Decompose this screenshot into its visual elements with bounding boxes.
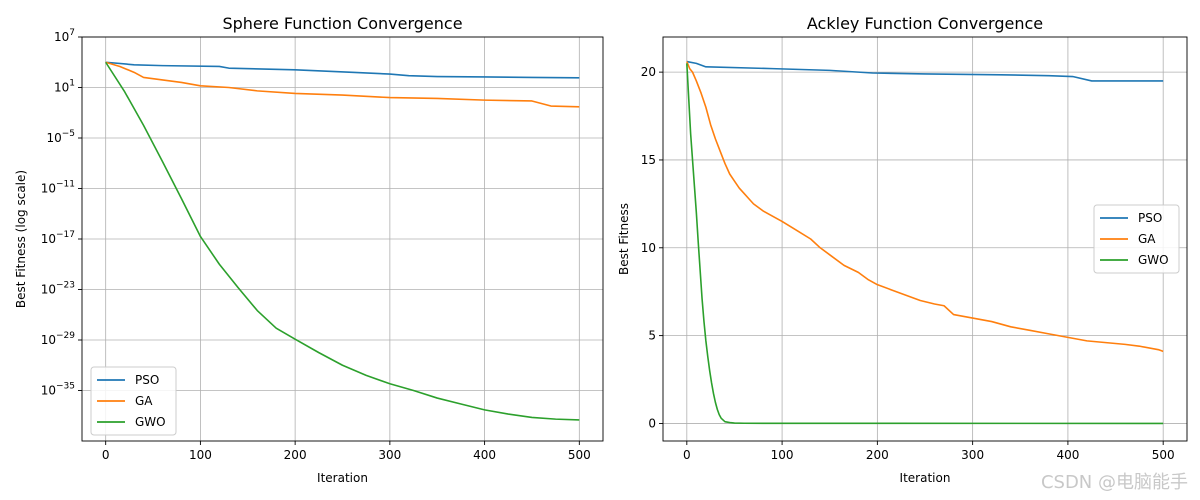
legend: PSO GA GWO bbox=[1093, 204, 1180, 274]
y-tick-label: 10−11 bbox=[41, 180, 75, 196]
x-tick-label: 100 bbox=[189, 448, 212, 462]
x-tick-label: 300 bbox=[378, 448, 401, 462]
series-line-ga bbox=[686, 61, 1164, 353]
y-tick-label: 20 bbox=[641, 65, 656, 79]
grid bbox=[82, 36, 603, 441]
y-tick-label: 0 bbox=[648, 416, 656, 430]
legend-label-pso: PSO bbox=[1138, 211, 1162, 225]
y-tick-label: 10−35 bbox=[41, 382, 75, 398]
x-tick-label: 200 bbox=[866, 448, 889, 462]
x-tick-label: 0 bbox=[683, 448, 691, 462]
y-tick-label: 10−29 bbox=[41, 331, 76, 347]
y-tick-label: 15 bbox=[641, 153, 656, 167]
watermark-text: CSDN @电脑能手 bbox=[1040, 472, 1188, 493]
legend-label-gwo: GWO bbox=[1138, 253, 1169, 267]
series-line-gwo bbox=[105, 61, 580, 421]
series-line-pso bbox=[686, 60, 1164, 82]
y-tick-label: 10−5 bbox=[46, 129, 75, 145]
x-tick-label: 200 bbox=[284, 448, 307, 462]
legend-label-gwo: GWO bbox=[135, 415, 166, 429]
legend-box bbox=[1093, 204, 1180, 274]
legend-label-ga: GA bbox=[1138, 232, 1156, 246]
x-tick-label: 0 bbox=[102, 448, 110, 462]
y-axis-label: Best Fitness bbox=[617, 203, 631, 275]
y-axis-label: Best Fitness (log scale) bbox=[14, 170, 28, 308]
x-tick-label: 400 bbox=[1056, 448, 1079, 462]
y-tick-label: 10−23 bbox=[41, 281, 75, 297]
x-tick-label: 500 bbox=[568, 448, 591, 462]
chart-title: Ackley Function Convergence bbox=[807, 14, 1043, 33]
ackley-chart-panel: 0 100 200 300 400 500 0 5 10 15 20 Ackley Function … bbox=[617, 14, 1188, 485]
legend-box bbox=[90, 366, 177, 436]
x-tick-label: 500 bbox=[1152, 448, 1175, 462]
series-line-gwo bbox=[686, 63, 1164, 425]
x-tick-label: 400 bbox=[473, 448, 496, 462]
y-tick-label: 5 bbox=[648, 329, 656, 343]
x-tick-label: 100 bbox=[771, 448, 794, 462]
x-axis-label: Iteration bbox=[317, 471, 368, 485]
sphere-chart-panel: 0 100 200 300 400 500 107 101 10−5 10−11 10−17 10−2… bbox=[14, 14, 604, 485]
x-axis-label: Iteration bbox=[900, 471, 951, 485]
legend: PSO GA GWO bbox=[90, 366, 177, 436]
plot-frame bbox=[662, 36, 1188, 442]
legend-label-ga: GA bbox=[135, 394, 153, 408]
legend-label-pso: PSO bbox=[135, 373, 159, 387]
chart-title: Sphere Function Convergence bbox=[222, 14, 462, 33]
x-tick-label: 300 bbox=[961, 448, 984, 462]
series-line-ga bbox=[105, 61, 580, 108]
y-tick-label: 107 bbox=[54, 28, 75, 44]
y-tick-label: 10 bbox=[641, 241, 656, 255]
series-line-pso bbox=[105, 61, 580, 79]
y-tick-label: 101 bbox=[54, 79, 75, 95]
y-tick-label: 10−17 bbox=[41, 230, 75, 246]
